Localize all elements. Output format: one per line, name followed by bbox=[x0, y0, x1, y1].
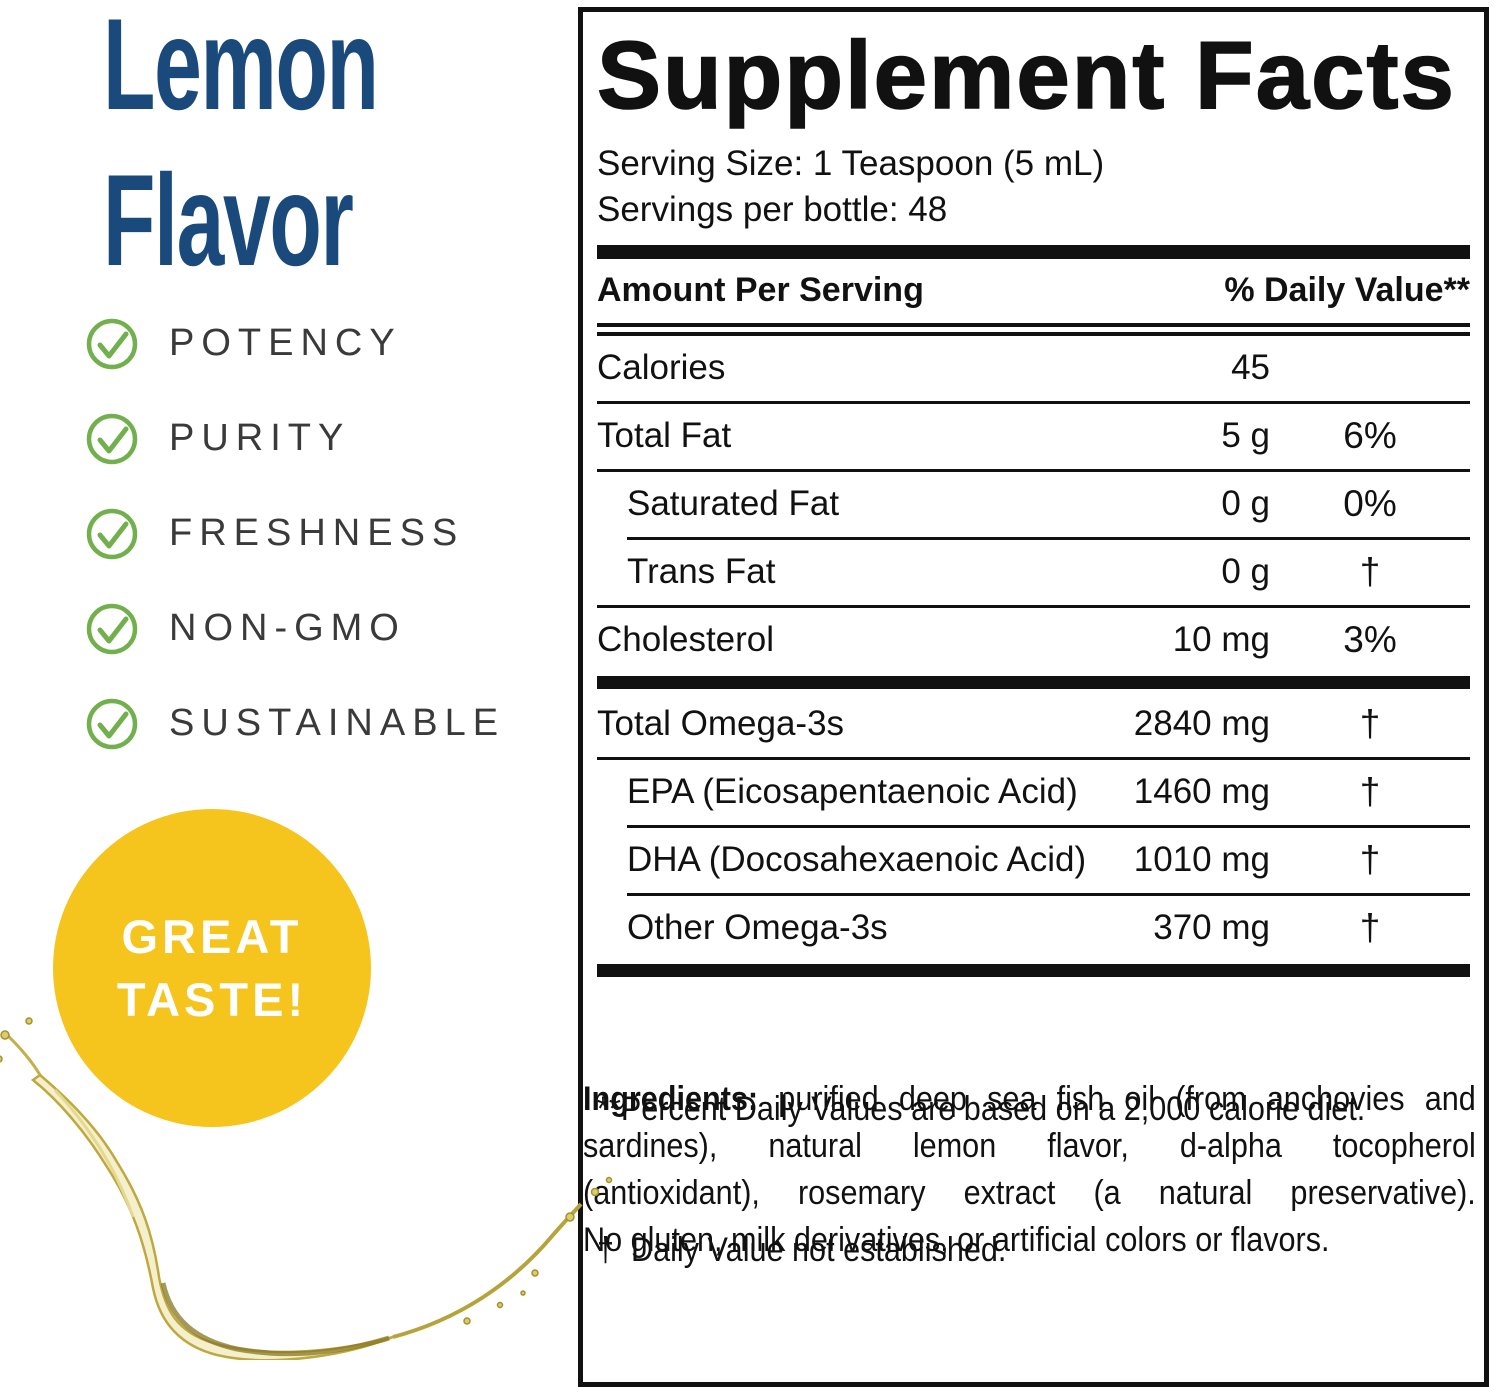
separator bbox=[597, 963, 1470, 977]
row-amount: 0 g bbox=[1221, 552, 1270, 592]
check-circle-icon bbox=[86, 318, 138, 369]
row-amount: 0 g bbox=[1221, 484, 1270, 524]
row-amount: 370 mg bbox=[1153, 908, 1270, 948]
row-daily-value: 0% bbox=[1343, 483, 1397, 525]
supplement-facts-panel: Supplement Facts Serving Size: 1 Teaspoo… bbox=[578, 7, 1489, 1387]
feature-label: NON-GMO bbox=[169, 607, 406, 649]
row-daily-value: † bbox=[1359, 839, 1381, 881]
separator bbox=[597, 675, 1470, 689]
table-row: Calories 45 bbox=[597, 336, 1470, 401]
oil-splash-image bbox=[0, 1017, 613, 1360]
table-row: EPA (Eicosapentaenoic Acid) 1460 mg † bbox=[597, 760, 1470, 825]
row-label: Total Fat bbox=[597, 416, 732, 456]
table-row: DHA (Docosahexaenoic Acid) 1010 mg † bbox=[597, 828, 1470, 893]
check-circle-icon bbox=[86, 603, 138, 654]
serving-size: Serving Size: 1 Teaspoon (5 mL) bbox=[597, 143, 1105, 183]
ingredient-line: sardines), natural lemon flavor, d-alpha… bbox=[583, 1127, 1476, 1165]
check-circle-icon bbox=[86, 698, 138, 749]
row-label: Saturated Fat bbox=[627, 484, 840, 524]
column-header-daily-value: % Daily Value** bbox=[1224, 271, 1470, 310]
row-amount: 10 mg bbox=[1172, 620, 1270, 660]
servings-per-bottle: Servings per bottle: 48 bbox=[597, 189, 948, 229]
feature-label: FRESHNESS bbox=[169, 512, 465, 554]
table-header: Amount Per Serving % Daily Value** bbox=[597, 259, 1470, 323]
separator bbox=[597, 604, 1470, 608]
separator bbox=[627, 824, 1470, 828]
table-row: Saturated Fat 0 g 0% bbox=[597, 472, 1470, 537]
check-circle-icon bbox=[86, 413, 138, 464]
badge-text-line2: TASTE! bbox=[116, 973, 308, 1026]
row-label: Cholesterol bbox=[597, 620, 775, 660]
flavor-title-line2: Flavor bbox=[103, 147, 354, 293]
row-amount: 5 g bbox=[1221, 416, 1270, 456]
row-label: Calories bbox=[597, 348, 726, 388]
feature-item: POTENCY bbox=[85, 296, 505, 391]
separator bbox=[597, 468, 1470, 472]
separator bbox=[597, 400, 1470, 404]
row-amount: 45 bbox=[1231, 348, 1270, 388]
row-daily-value: † bbox=[1359, 703, 1381, 745]
feature-list: POTENCY PURITY FRESHNESS NON-GMO SUSTAIN… bbox=[85, 296, 505, 771]
flavor-title-line1: Lemon bbox=[103, 0, 379, 137]
thick-rule bbox=[597, 244, 1470, 259]
table-row: Total Omega-3s 2840 mg † bbox=[597, 692, 1470, 757]
row-daily-value: † bbox=[1359, 907, 1381, 949]
row-amount: 1010 mg bbox=[1133, 840, 1270, 880]
footnotes: **Percent Daily Values are based on a 2,… bbox=[597, 980, 1466, 1368]
footnote-dagger: † Daily Value not established. bbox=[597, 1230, 1007, 1269]
row-daily-value: † bbox=[1359, 771, 1381, 813]
separator bbox=[627, 892, 1470, 896]
row-label: Other Omega-3s bbox=[627, 908, 888, 948]
ingredients-label: Ingredients: bbox=[583, 1080, 759, 1118]
row-daily-value: 6% bbox=[1343, 415, 1397, 457]
separator bbox=[597, 756, 1470, 760]
feature-item: FRESHNESS bbox=[85, 486, 505, 581]
ingredient-line: (antioxidant), rosemary extract (a natur… bbox=[583, 1174, 1476, 1212]
table-row: Cholesterol 10 mg 3% bbox=[597, 608, 1470, 673]
double-rule bbox=[597, 322, 1470, 336]
feature-item: NON-GMO bbox=[85, 581, 505, 676]
footnote-daily-value: **Percent Daily Values are based on a 2,… bbox=[597, 1089, 1366, 1128]
feature-item: PURITY bbox=[85, 391, 505, 486]
table-row: Other Omega-3s 370 mg † bbox=[597, 896, 1470, 961]
ingredient-line: No gluten, milk derivatives, or artifici… bbox=[583, 1221, 1330, 1259]
row-daily-value: † bbox=[1359, 551, 1381, 593]
ingredients-paragraph: Ingredients: purified deep sea fish oil … bbox=[583, 1076, 1476, 1264]
check-circle-icon bbox=[86, 508, 138, 559]
separator bbox=[627, 536, 1470, 540]
row-label: Total Omega-3s bbox=[597, 704, 845, 744]
row-label: Trans Fat bbox=[627, 552, 776, 592]
great-taste-badge: GREAT TASTE! bbox=[53, 809, 371, 1127]
panel-title: Supplement Facts bbox=[596, 22, 1456, 129]
feature-label: SUSTAINABLE bbox=[169, 702, 506, 744]
column-header-amount: Amount Per Serving bbox=[597, 271, 924, 310]
table-row: Trans Fat 0 g † bbox=[597, 540, 1470, 605]
ingredient-line: Ingredients: purified deep sea fish oil … bbox=[583, 1080, 1476, 1118]
table-row: Total Fat 5 g 6% bbox=[597, 404, 1470, 469]
row-amount: 2840 mg bbox=[1133, 704, 1270, 744]
flavor-title: Lemon Flavor bbox=[103, 0, 379, 298]
feature-item: SUSTAINABLE bbox=[85, 676, 505, 771]
row-amount: 1460 mg bbox=[1133, 772, 1270, 812]
row-daily-value: 3% bbox=[1343, 619, 1397, 661]
feature-label: PURITY bbox=[169, 417, 351, 459]
row-label: EPA (Eicosapentaenoic Acid) bbox=[627, 772, 1078, 812]
feature-label: POTENCY bbox=[169, 322, 402, 364]
badge-text-line1: GREAT bbox=[121, 910, 303, 963]
row-label: DHA (Docosahexaenoic Acid) bbox=[627, 840, 1087, 880]
